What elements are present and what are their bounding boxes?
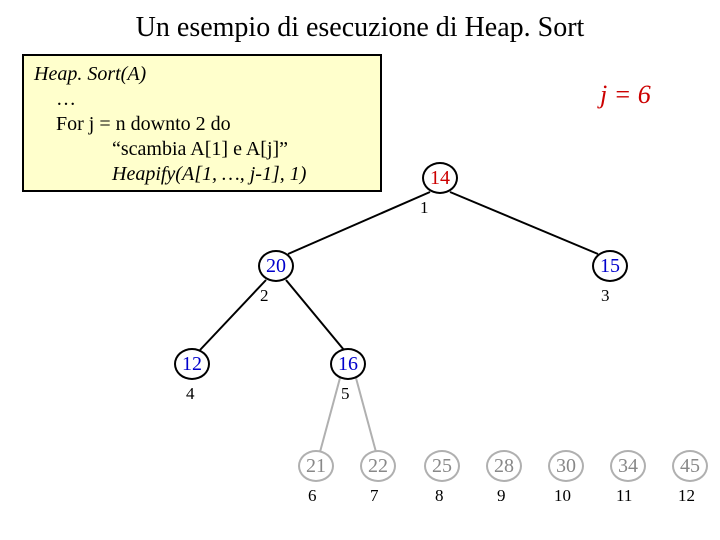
tree-node: 22 (360, 450, 396, 482)
tree-node: 15 (592, 250, 628, 282)
node-index: 2 (260, 286, 269, 306)
node-index: 8 (435, 486, 444, 506)
tree-node: 25 (424, 450, 460, 482)
node-index: 9 (497, 486, 506, 506)
code-line-2: … (56, 88, 76, 110)
tree-node: 30 (548, 450, 584, 482)
tree-node: 16 (330, 348, 366, 380)
node-index: 5 (341, 384, 350, 404)
node-index: 4 (186, 384, 195, 404)
tree-node: 12 (174, 348, 210, 380)
tree-node: 14 (422, 162, 458, 194)
code-line-1: Heap. Sort(A) (34, 63, 146, 85)
node-index: 1 (420, 198, 429, 218)
tree-node: 21 (298, 450, 334, 482)
node-index: 6 (308, 486, 317, 506)
node-index: 10 (554, 486, 571, 506)
tree-node: 34 (610, 450, 646, 482)
node-index: 12 (678, 486, 695, 506)
tree-node: 28 (486, 450, 522, 482)
node-index: 7 (370, 486, 379, 506)
node-index: 3 (601, 286, 610, 306)
pseudocode-box: Heap. Sort(A) … For j = n downto 2 do “s… (22, 54, 382, 192)
j-value-label: j = 6 (600, 80, 651, 110)
tree-node: 20 (258, 250, 294, 282)
page-title: Un esempio di esecuzione di Heap. Sort (0, 0, 720, 44)
node-index: 11 (616, 486, 632, 506)
code-line-5: Heapify(A[1, …, j-1], 1) (112, 163, 306, 185)
tree-node: 45 (672, 450, 708, 482)
code-line-3: For j = n downto 2 do (56, 113, 231, 135)
code-line-4: “scambia A[1] e A[j]” (112, 138, 288, 160)
